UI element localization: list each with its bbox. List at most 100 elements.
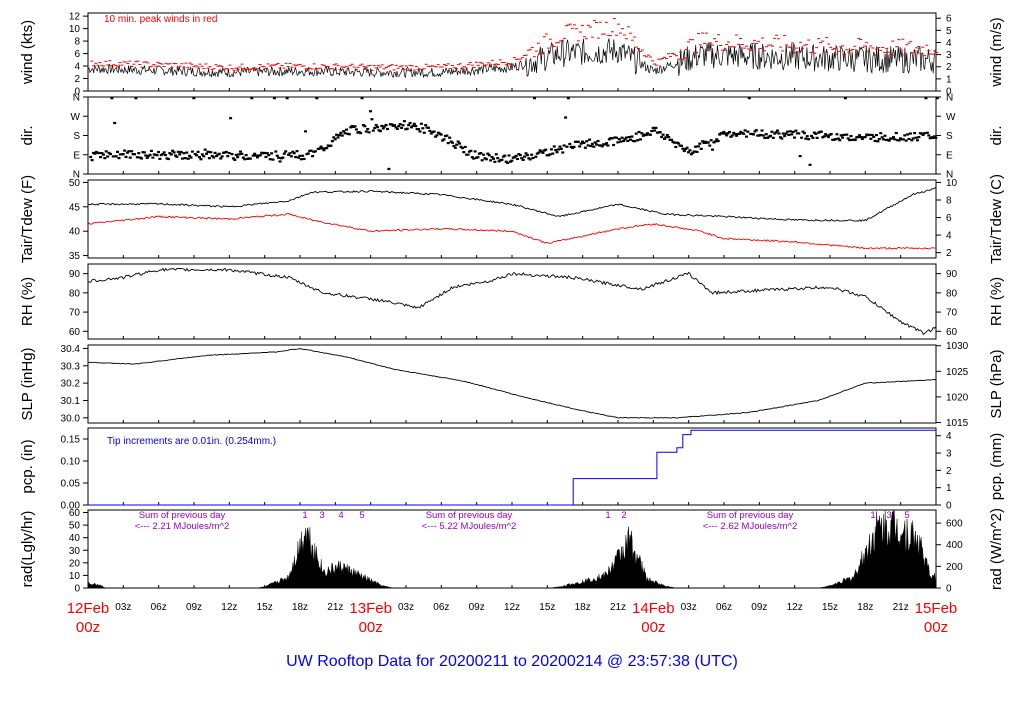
- slp-left-tick-label: 30.4: [61, 344, 81, 355]
- dir-point: [384, 123, 388, 127]
- dir-point: [793, 136, 797, 139]
- dir-point: [207, 157, 211, 160]
- dir-point: [376, 126, 380, 129]
- dir-point: [924, 97, 928, 100]
- dir-point: [730, 134, 734, 137]
- dir-point: [343, 132, 347, 135]
- rad-left-tick-label: 40: [69, 533, 81, 544]
- dir-point: [514, 154, 518, 158]
- dir-point: [904, 139, 908, 142]
- dir-point: [258, 154, 262, 157]
- dir-point: [349, 126, 353, 129]
- dir-point: [812, 131, 816, 134]
- dir-point: [624, 136, 628, 139]
- dir-point: [890, 137, 894, 140]
- dir-point: [285, 97, 289, 100]
- dir-point: [90, 159, 94, 162]
- dir-point: [97, 151, 101, 155]
- dir-point: [344, 128, 348, 131]
- dir-point: [617, 138, 621, 141]
- pcp-left-tick-label: 0.15: [61, 435, 81, 446]
- dir-point: [459, 145, 463, 148]
- dir-point: [140, 157, 144, 160]
- dir-point: [612, 143, 616, 147]
- dir-point: [275, 154, 279, 157]
- dir-point: [716, 139, 720, 143]
- dir-point: [648, 133, 652, 136]
- dir-point: [414, 124, 418, 128]
- dir-point: [882, 138, 886, 141]
- dir-point: [681, 147, 685, 150]
- dir-point: [747, 97, 751, 100]
- panel-slp: SLP (inHg) SLP (hPa) 30.0 30.1 30.2 30.3 30.4 1…: [19, 341, 1005, 429]
- dir-point: [622, 139, 626, 143]
- dir-point: [116, 150, 120, 153]
- dir-point: [798, 155, 802, 158]
- x-hour-label: 09z: [469, 602, 485, 613]
- dir-point: [893, 138, 897, 141]
- dir-point: [784, 132, 788, 135]
- dir-point: [100, 152, 104, 155]
- dir-point: [670, 138, 674, 141]
- dir-point: [701, 140, 705, 143]
- temp-left-tick-label: 45: [69, 202, 81, 213]
- dir-point: [737, 132, 741, 135]
- dir-point: [188, 154, 192, 157]
- dir-point: [364, 130, 368, 133]
- dir-point: [931, 136, 935, 140]
- dir-point: [306, 152, 310, 155]
- dir-point: [532, 97, 536, 100]
- dir-point: [421, 127, 425, 130]
- dir-point: [270, 152, 274, 155]
- dir-point: [185, 151, 189, 154]
- dir-point: [507, 154, 511, 157]
- rad-right-label: rad (W/m^2): [988, 508, 1005, 590]
- dir-point: [158, 157, 162, 160]
- rh-right-tick-label: 80: [946, 288, 958, 299]
- x-hour-label: 18z: [857, 602, 873, 613]
- x-hour-label: 18z: [575, 602, 591, 613]
- pcp-right-tick-label: 1: [946, 483, 952, 494]
- dir-point: [125, 151, 129, 154]
- dir-point: [606, 144, 610, 147]
- pcp-tip-note: Tip increments are 0.01in. (0.254mm.): [107, 436, 276, 447]
- dir-point: [407, 123, 411, 127]
- dir-point: [561, 151, 565, 154]
- dir-point: [518, 153, 522, 157]
- temp-frame: [87, 179, 937, 259]
- dir-point: [667, 136, 671, 139]
- dir-point: [408, 121, 412, 125]
- dir-point: [458, 142, 462, 145]
- dir-point: [834, 138, 838, 141]
- slp-left-tick-label: 30.3: [61, 361, 81, 372]
- dir-point: [787, 133, 791, 137]
- temp-right-tick-label: 10: [946, 178, 958, 189]
- dir-point: [600, 145, 604, 148]
- dir-point: [722, 130, 726, 134]
- dir-point: [337, 134, 341, 137]
- dir-point: [746, 130, 750, 133]
- dir-point: [265, 152, 269, 155]
- dir-point: [876, 140, 880, 143]
- dir-point: [274, 150, 278, 153]
- slp-left-tick-label: 30.2: [61, 379, 81, 390]
- dir-point: [549, 148, 553, 151]
- wind-left-label: wind (kts): [19, 20, 36, 85]
- dir-point: [172, 151, 176, 154]
- dir-point: [530, 153, 534, 156]
- dir-point: [915, 139, 919, 142]
- x-hour-label: 21z: [610, 602, 626, 613]
- dir-point: [728, 130, 732, 134]
- dir-point: [770, 130, 774, 133]
- dir-point: [596, 139, 600, 143]
- dir-point: [476, 156, 480, 159]
- dir-point: [226, 155, 230, 158]
- dir-point: [101, 153, 105, 156]
- dir-point: [439, 133, 443, 136]
- dir-point: [104, 150, 108, 153]
- panel-rh: RH (%) RH (%) 60 70 80 90 60 70 80 90: [19, 263, 1005, 340]
- dir-point: [320, 147, 324, 150]
- dir-point: [263, 151, 267, 155]
- dir-point: [903, 134, 907, 137]
